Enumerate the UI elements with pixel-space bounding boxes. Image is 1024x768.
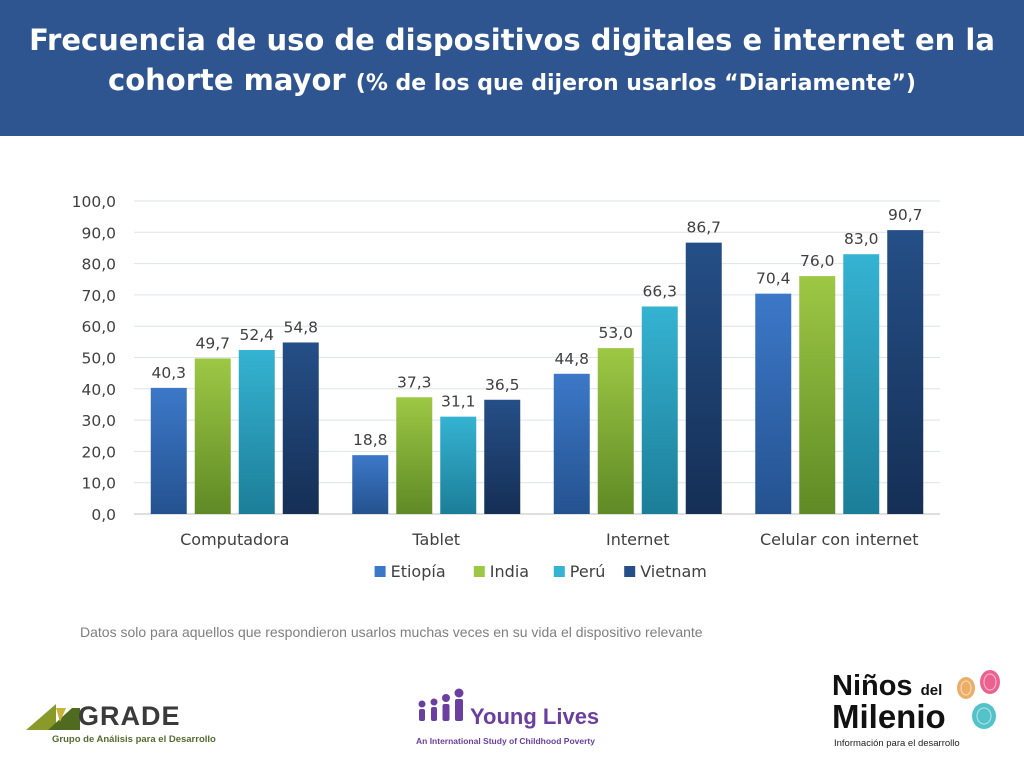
bar — [887, 230, 924, 514]
y-tick-label: 70,0 — [81, 287, 116, 305]
data-label: 40,3 — [151, 364, 186, 382]
bar — [597, 348, 634, 514]
data-label: 66,3 — [642, 282, 677, 300]
legend-swatch — [374, 566, 386, 577]
y-tick-label: 40,0 — [81, 381, 116, 399]
bar — [641, 306, 678, 514]
ninos-tagline: Información para el desarrollo — [834, 738, 960, 749]
x-axis-categories: Computadora Tablet Internet Celular con int… — [180, 530, 918, 549]
data-label: 31,1 — [441, 393, 476, 411]
legend-label: Etiopía — [391, 562, 446, 581]
x-category-label: Computadora — [180, 530, 289, 549]
bar — [685, 242, 722, 514]
data-labels: 40,3 49,7 52,4 54,8 18,8 37,3 31,1 36,5 44,8 53,0… — [151, 206, 922, 449]
y-tick-label: 30,0 — [81, 412, 116, 430]
bar — [843, 254, 880, 514]
data-label: 49,7 — [195, 334, 230, 352]
legend-swatch — [553, 566, 565, 577]
grade-tagline: Grupo de Análisis para el Desarrollo — [52, 734, 216, 745]
fingerprints-icon — [957, 670, 1000, 729]
grade-mark-icon — [26, 704, 80, 730]
x-category-label: Tablet — [411, 530, 460, 549]
young-lives-logo: Young Lives An International Study of Ch… — [412, 688, 612, 748]
data-label: 86,7 — [686, 219, 721, 237]
bar — [352, 455, 389, 514]
y-tick-label: 100,0 — [72, 193, 116, 211]
y-tick-label: 20,0 — [81, 443, 116, 461]
title-main: cohorte mayor — [108, 63, 346, 97]
data-label: 36,5 — [485, 376, 520, 394]
milenio-word: Milenio — [832, 698, 946, 735]
legend-label: Vietnam — [640, 562, 707, 581]
bars — [150, 230, 924, 514]
legend-swatch — [624, 566, 636, 577]
x-category-label: Internet — [606, 530, 670, 549]
y-tick-label: 60,0 — [81, 318, 116, 336]
footnote: Datos solo para aquellos que respondiero… — [80, 624, 703, 640]
y-axis-ticks: 0,0 10,0 20,0 30,0 40,0 50,0 60,0 70,0 80,0 90,0 1… — [72, 193, 116, 524]
bar — [282, 342, 319, 514]
ninos-del-milenio-logo: Niños del Milenio Información para el de… — [828, 666, 1018, 756]
bar-chart: 0,0 10,0 20,0 30,0 40,0 50,0 60,0 70,0 80,0 90,0 1… — [72, 193, 940, 581]
ninos-word: Niños — [832, 670, 913, 702]
y-tick-label: 80,0 — [81, 256, 116, 274]
data-label: 53,0 — [598, 324, 633, 342]
bar — [755, 293, 792, 514]
ninos-title: Niños del — [832, 670, 942, 703]
legend-label: Perú — [570, 562, 606, 581]
young-lives-name: Young Lives — [470, 704, 600, 729]
young-lives-tagline: An International Study of Childhood Pove… — [416, 736, 595, 746]
data-label: 83,0 — [844, 230, 879, 248]
grade-name: GRADE — [78, 701, 181, 731]
y-tick-label: 0,0 — [91, 506, 116, 524]
data-label: 76,0 — [800, 252, 835, 270]
young-lives-figures-icon — [418, 688, 464, 721]
data-label: 52,4 — [239, 326, 274, 344]
bar — [238, 349, 275, 514]
legend: Etiopía India Perú Vietnam — [374, 562, 707, 581]
y-tick-label: 90,0 — [81, 224, 116, 242]
data-label: 54,8 — [283, 318, 318, 336]
data-label: 70,4 — [756, 270, 791, 288]
bar — [484, 399, 521, 514]
x-category-label: Celular con internet — [760, 530, 919, 549]
bar — [553, 373, 590, 514]
legend-swatch — [473, 566, 485, 577]
legend-label: India — [490, 562, 529, 581]
title-banner: Frecuencia de uso de dispositivos digita… — [0, 0, 1024, 136]
data-label: 18,8 — [353, 431, 388, 449]
bar — [194, 358, 231, 514]
bar — [396, 397, 433, 514]
title-subtitle: (% de los que dijeron usarlos “Diariamen… — [355, 71, 916, 96]
bar — [799, 276, 836, 514]
y-tick-label: 50,0 — [81, 350, 116, 368]
title-line-1: Frecuencia de uso de dispositivos digita… — [29, 23, 995, 57]
grade-logo: GRADE Grupo de Análisis para el Desarrol… — [26, 700, 216, 750]
title-line-2: cohorte mayor (% de los que dijeron usar… — [0, 60, 1024, 104]
data-label: 44,8 — [554, 350, 589, 368]
data-label: 90,7 — [888, 206, 923, 224]
del-word: del — [920, 682, 943, 699]
y-tick-label: 10,0 — [81, 475, 116, 493]
bar — [150, 387, 187, 514]
data-label: 37,3 — [397, 373, 432, 391]
bar — [440, 416, 477, 514]
